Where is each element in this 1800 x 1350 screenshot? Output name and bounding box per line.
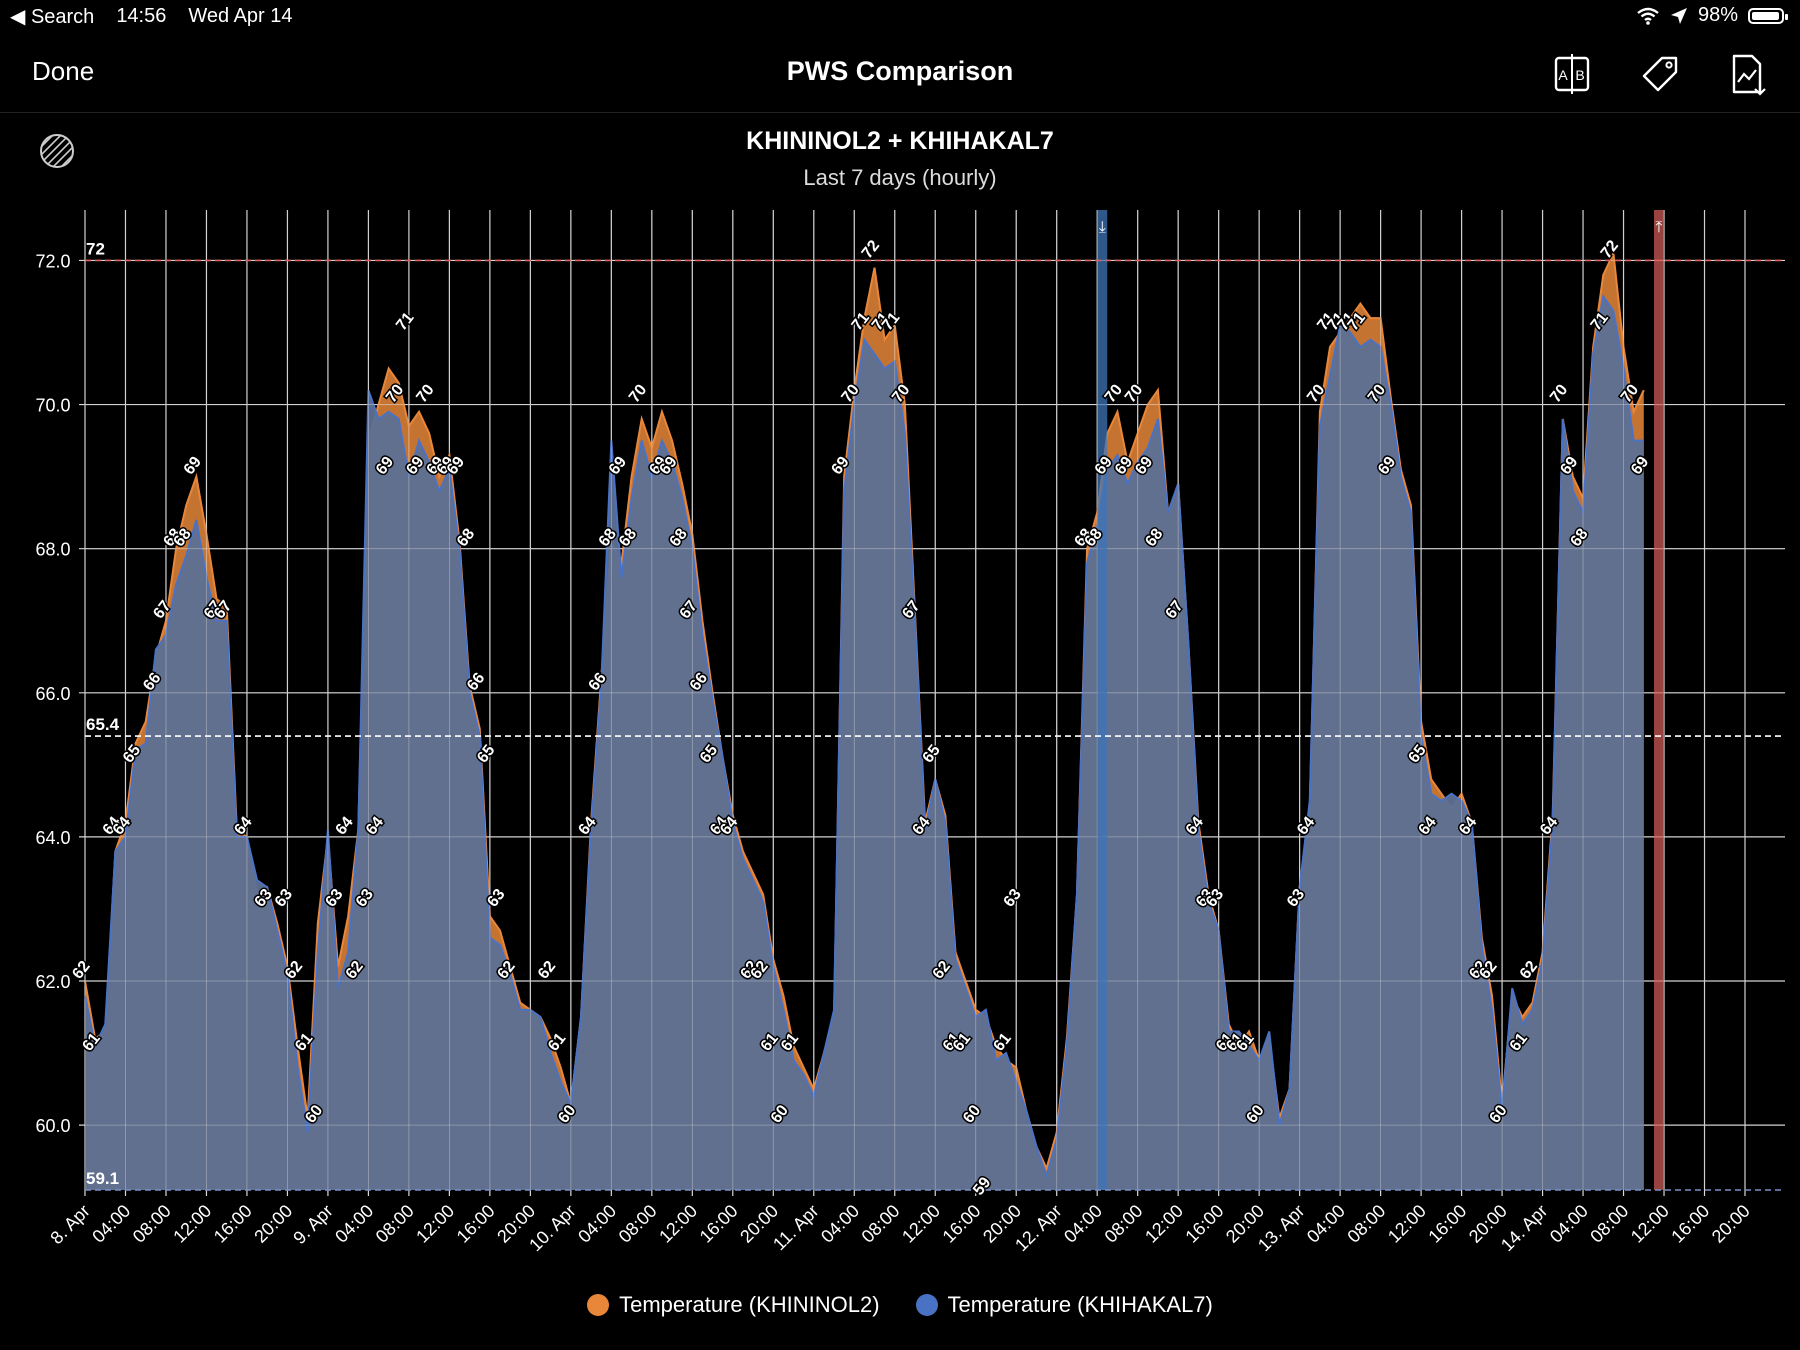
data-label: 64 xyxy=(332,814,356,839)
x-tick-label: 08:00 xyxy=(1343,1201,1389,1247)
max-marker-icon: ⤒ xyxy=(1655,219,1662,236)
x-tick-label: 12:00 xyxy=(1627,1201,1673,1247)
x-tick-label: 08:00 xyxy=(129,1201,175,1247)
x-tick-label: 08:00 xyxy=(615,1201,661,1247)
x-tick-label: 12. Apr xyxy=(1011,1201,1065,1255)
legend-item-khihakal7[interactable]: Temperature (KHIHAKAL7) xyxy=(915,1292,1213,1318)
tag-icon[interactable] xyxy=(1638,52,1682,96)
export-chart-icon[interactable] xyxy=(1726,52,1770,96)
x-tick-label: 9. Apr xyxy=(289,1201,336,1248)
data-label: 71 xyxy=(393,309,417,334)
data-label: 63 xyxy=(1000,886,1024,911)
x-tick-label: 11. Apr xyxy=(769,1201,823,1255)
x-tick-label: 16:00 xyxy=(1667,1201,1713,1247)
x-tick-label: 16:00 xyxy=(453,1201,499,1247)
x-tick-label: 04:00 xyxy=(331,1201,377,1247)
x-tick-label: 10. Apr xyxy=(525,1201,579,1255)
done-button[interactable]: Done xyxy=(32,56,95,86)
x-tick-label: 16:00 xyxy=(939,1201,985,1247)
wifi-icon xyxy=(1637,7,1659,25)
reference-line-label: 59.1 xyxy=(86,1169,119,1188)
data-label: 63 xyxy=(272,886,296,911)
x-tick-label: 04:00 xyxy=(1060,1201,1106,1247)
x-tick-label: 16:00 xyxy=(1424,1201,1470,1247)
x-tick-label: 12:00 xyxy=(169,1201,215,1247)
y-tick-label: 66.0 xyxy=(35,684,70,704)
x-tick-label: 04:00 xyxy=(817,1201,863,1247)
battery-percent: 98% xyxy=(1697,4,1738,26)
x-tick-label: 08:00 xyxy=(1101,1201,1147,1247)
data-label: 69 xyxy=(181,454,205,479)
chart-subtitle: Last 7 days (hourly) xyxy=(803,165,997,190)
y-tick-label: 70.0 xyxy=(35,396,70,416)
ab-compare-icon[interactable]: A B xyxy=(1550,52,1594,96)
min-marker-icon: ⤓ xyxy=(1099,219,1106,236)
x-tick-label: 12:00 xyxy=(898,1201,944,1247)
legend-dot-icon xyxy=(915,1294,938,1316)
battery-icon xyxy=(1748,7,1788,24)
x-tick-label: 16:00 xyxy=(1181,1201,1227,1247)
series-line-khininol2 xyxy=(84,249,1645,1172)
x-tick-label: 04:00 xyxy=(1303,1201,1349,1247)
x-tick-label: 16:00 xyxy=(210,1201,256,1247)
status-bar: ◀ Search 14:56 Wed Apr 14 98% xyxy=(0,0,1800,32)
y-tick-label: 68.0 xyxy=(35,540,70,560)
back-to-search-link[interactable]: ◀ Search xyxy=(10,6,95,28)
x-tick-label: 13. Apr xyxy=(1254,1201,1308,1255)
svg-text:A: A xyxy=(1558,67,1568,83)
series-line-khihakal7 xyxy=(84,293,1644,1179)
data-label: 70 xyxy=(1122,381,1146,406)
x-tick-label: 20:00 xyxy=(1708,1201,1754,1247)
reference-line-label: 72 xyxy=(86,239,105,258)
x-tick-label: 08:00 xyxy=(858,1201,904,1247)
min-marker-band[interactable] xyxy=(1097,210,1108,1190)
data-label: 62 xyxy=(535,958,559,983)
y-tick-label: 62.0 xyxy=(35,972,70,992)
y-tick-label: 60.0 xyxy=(35,1116,70,1136)
chart-title: KHININOL2 + KHIHAKAL7 xyxy=(746,127,1054,155)
x-tick-label: 04:00 xyxy=(88,1201,134,1247)
x-tick-label: 08:00 xyxy=(372,1201,418,1247)
x-tick-label: 04:00 xyxy=(1546,1201,1592,1247)
y-tick-label: 72.0 xyxy=(35,251,70,271)
legend-label: Temperature (KHININOL2) xyxy=(619,1292,880,1317)
x-tick-label: 16:00 xyxy=(696,1201,742,1247)
legend-item-khininol2[interactable]: Temperature (KHININOL2) xyxy=(587,1292,880,1318)
x-tick-label: 12:00 xyxy=(655,1201,701,1247)
location-arrow-icon xyxy=(1670,7,1687,24)
x-tick-label: 14. Apr xyxy=(1497,1201,1551,1255)
data-label: 72 xyxy=(859,237,883,262)
x-tick-label: 12:00 xyxy=(412,1201,458,1247)
x-tick-label: 12:00 xyxy=(1141,1201,1187,1247)
x-tick-label: 12:00 xyxy=(1384,1201,1430,1247)
status-date: Wed Apr 14 xyxy=(188,5,293,27)
x-tick-label: 20:00 xyxy=(250,1201,296,1247)
y-tick-label: 64.0 xyxy=(35,828,70,848)
page-title: PWS Comparison xyxy=(786,56,1014,86)
data-label: 70 xyxy=(413,381,437,406)
data-label: 70 xyxy=(1547,381,1571,406)
data-label: 72 xyxy=(1598,237,1622,262)
hatch-toggle-icon[interactable] xyxy=(38,132,76,170)
chart-legend: Temperature (KHININOL2) Temperature (KHI… xyxy=(0,1292,1800,1318)
max-marker-band[interactable] xyxy=(1653,210,1664,1190)
svg-text:B: B xyxy=(1575,67,1584,83)
x-tick-label: 08:00 xyxy=(1586,1201,1632,1247)
data-label: 62 xyxy=(69,958,93,983)
legend-dot-icon xyxy=(587,1294,610,1316)
nav-bar: Done PWS Comparison A B xyxy=(0,40,1800,113)
data-label: 70 xyxy=(626,381,650,406)
x-tick-label: 8. Apr xyxy=(46,1201,93,1248)
reference-line-label: 65.4 xyxy=(86,715,120,734)
x-tick-label: 04:00 xyxy=(574,1201,620,1247)
status-time: 14:56 xyxy=(116,5,167,27)
legend-label: Temperature (KHIHAKAL7) xyxy=(947,1292,1213,1317)
series-area-khihakal7 xyxy=(85,296,1644,1190)
